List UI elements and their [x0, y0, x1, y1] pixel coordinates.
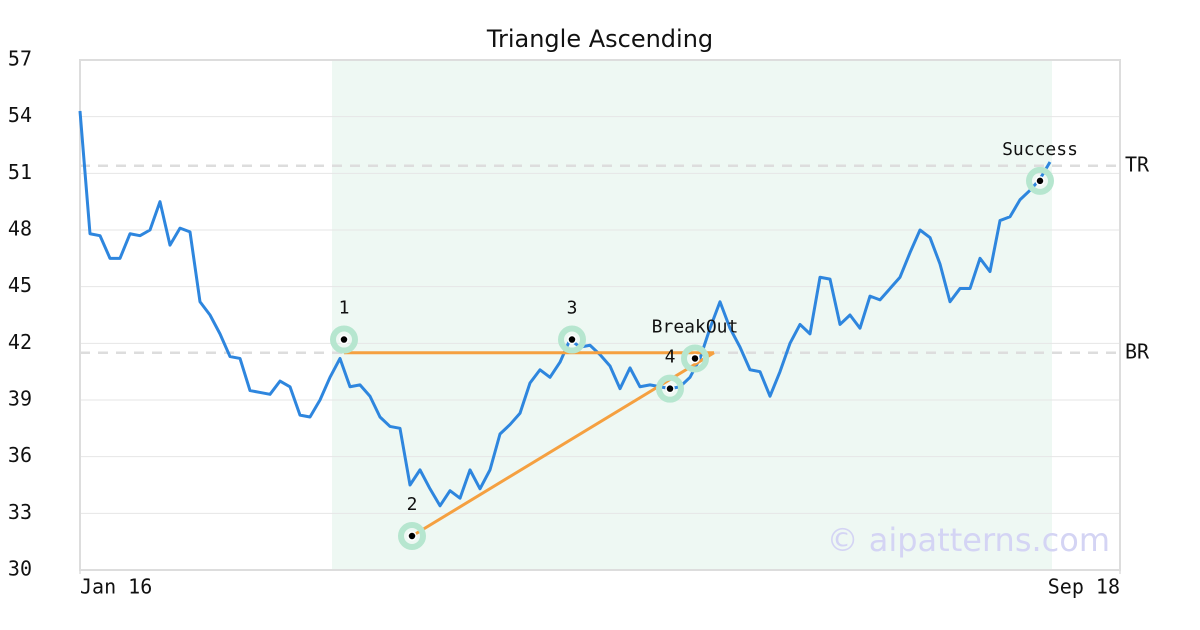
pattern-label: 1	[339, 298, 350, 319]
y-tick-label: 42	[8, 330, 32, 354]
pattern-label: BreakOut	[652, 316, 739, 337]
pattern-point	[1035, 176, 1045, 186]
y-tick-label: 33	[8, 500, 32, 524]
pattern-halo	[681, 344, 709, 373]
pattern-label: 3	[567, 298, 578, 319]
pattern-point	[567, 334, 577, 345]
y-tick-label: 30	[8, 557, 32, 581]
y-tick-label: 45	[8, 273, 32, 297]
pattern-label: 4	[665, 347, 676, 368]
y-tick-label: 51	[8, 160, 32, 184]
pattern-point	[339, 334, 349, 345]
y-tick-label: 39	[8, 387, 32, 411]
highlight-region	[332, 60, 1052, 570]
reference-label: TR	[1125, 152, 1150, 176]
watermark: © aipatterns.com	[827, 521, 1110, 559]
pattern-halo	[1026, 166, 1054, 195]
x-tick-label: Jan 16	[80, 575, 152, 599]
pattern-halo	[398, 522, 426, 550]
pattern-point	[665, 383, 675, 394]
pattern-halo	[558, 325, 586, 354]
reference-label: BR	[1125, 339, 1150, 363]
x-tick-label: Sep 18	[1048, 575, 1120, 599]
y-tick-label: 36	[8, 443, 32, 467]
pattern-label: 2	[407, 494, 418, 515]
y-tick-label: 54	[8, 103, 32, 127]
pattern-halo	[330, 325, 358, 354]
plot-frame	[79, 59, 1121, 571]
chart-title: Triangle Ascending	[486, 25, 713, 53]
pattern-halo	[656, 374, 684, 403]
pattern-point	[407, 531, 417, 541]
y-tick-label: 48	[8, 217, 32, 241]
pattern-point	[690, 353, 700, 364]
pattern-label: Success	[1002, 139, 1078, 160]
y-tick-label: 57	[8, 47, 32, 71]
